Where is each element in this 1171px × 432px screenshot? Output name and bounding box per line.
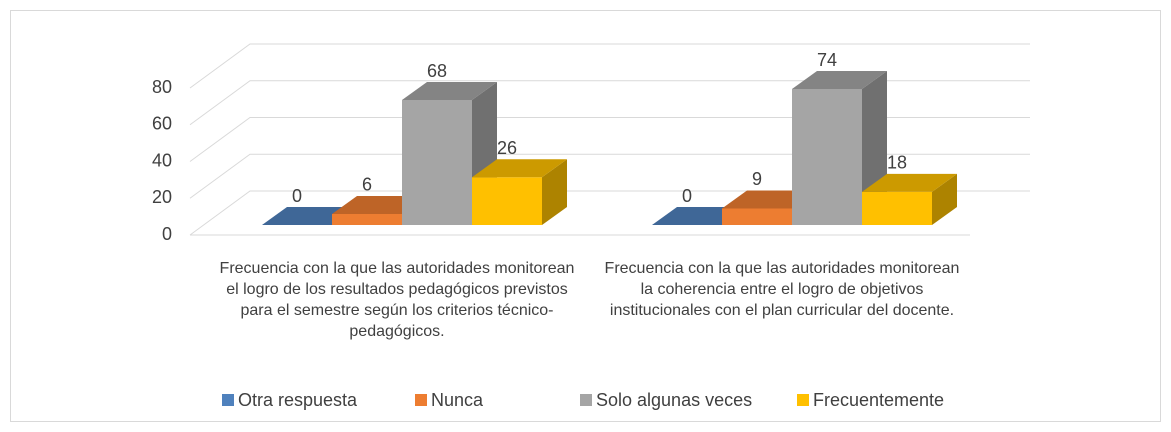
- bar: [862, 173, 957, 225]
- bar-side: [932, 173, 957, 225]
- bar-front: [332, 213, 402, 225]
- bar-front: [722, 208, 792, 225]
- bar-front: [792, 89, 862, 226]
- y-tick-label: 20: [152, 187, 172, 207]
- data-label: 68: [427, 61, 447, 81]
- legend-label: Solo algunas veces: [596, 390, 752, 410]
- bar-side: [542, 159, 567, 225]
- bar-front: [472, 177, 542, 225]
- data-label: 0: [682, 186, 692, 206]
- grid-line: [189, 117, 1030, 162]
- data-label: 74: [817, 50, 837, 70]
- y-tick-label: 80: [152, 77, 172, 97]
- legend-label: Frecuentemente: [813, 390, 944, 410]
- bar-top: [792, 71, 887, 90]
- data-label: 0: [292, 186, 302, 206]
- y-tick-label: 0: [162, 224, 172, 244]
- legend-label: Otra respuesta: [238, 390, 358, 410]
- data-label: 18: [887, 153, 907, 173]
- legend-label: Nunca: [431, 390, 484, 410]
- bar-top: [402, 82, 497, 101]
- grid-line: [189, 43, 1030, 89]
- data-label: 9: [752, 169, 762, 189]
- grid-line: [189, 80, 1030, 126]
- bar-front: [402, 100, 472, 225]
- bar-front: [862, 191, 932, 225]
- legend-swatch: [797, 394, 809, 406]
- grid-line: [189, 153, 1030, 199]
- legend-swatch: [580, 394, 592, 406]
- data-label: 6: [362, 175, 372, 195]
- bar: [472, 159, 567, 225]
- chart-frame: [10, 10, 1161, 422]
- y-tick-label: 40: [152, 150, 172, 170]
- bar-top: [472, 159, 567, 178]
- data-label: 26: [497, 138, 517, 158]
- bar-top: [862, 173, 957, 192]
- bar: [792, 71, 887, 226]
- legend-swatch: [415, 394, 427, 406]
- y-tick-label: 60: [152, 114, 172, 134]
- x-tick-label: Frecuencia con la que las autoridades mo…: [604, 260, 960, 319]
- x-tick-label: Frecuencia con la que las autoridades mo…: [219, 260, 575, 340]
- legend-swatch: [222, 394, 234, 406]
